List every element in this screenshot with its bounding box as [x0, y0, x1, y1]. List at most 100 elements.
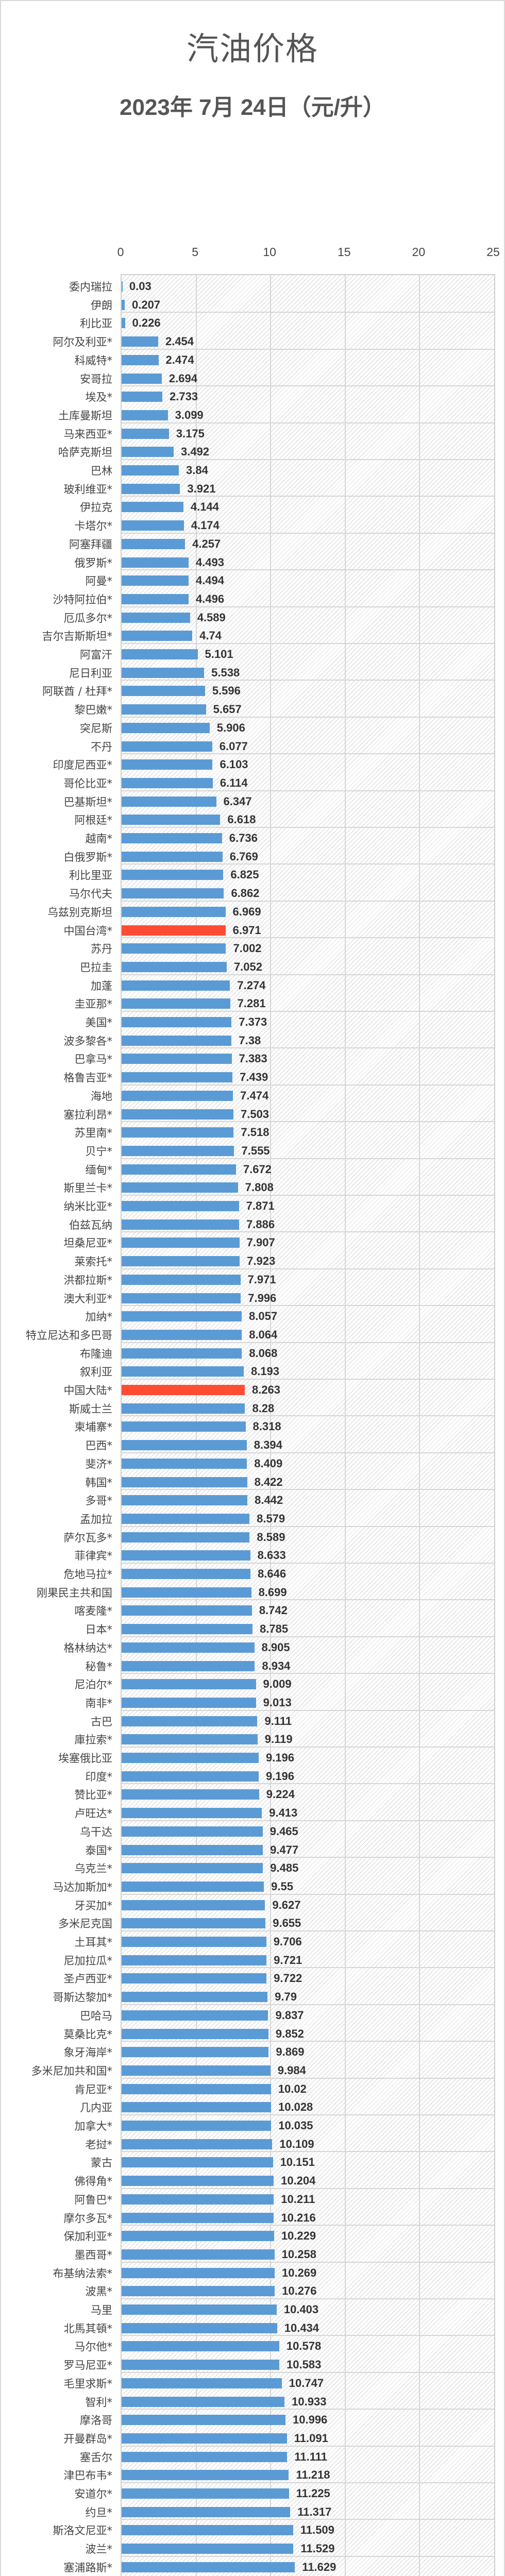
bar: [122, 1716, 258, 1726]
bar-value-label: 6.736: [229, 832, 258, 844]
gridline-horizontal: [122, 2151, 494, 2153]
category-label: 多米尼加共和国*: [31, 2064, 113, 2077]
bar-value-label: 9.477: [270, 1843, 299, 1856]
category-label: 纳米比亚*: [63, 1200, 113, 1213]
gridline-horizontal: [122, 1599, 494, 1601]
gridline-horizontal: [122, 422, 494, 423]
bar-value-label: 3.84: [186, 464, 208, 477]
bar: [122, 2194, 274, 2205]
bar-value-label: 9.009: [263, 1677, 292, 1691]
bar-value-label: 7.886: [246, 1217, 275, 1231]
bar: [122, 428, 169, 439]
bar: [122, 354, 159, 365]
category-label: 阿曼*: [85, 575, 113, 588]
bar-value-label: 6.969: [232, 905, 261, 918]
bar: [122, 2231, 274, 2242]
bar-value-label: 8.699: [258, 1585, 287, 1599]
bar-value-label: 11.529: [300, 2542, 335, 2555]
category-label: 格林纳达*: [63, 1641, 113, 1654]
bar-value-label: 3.492: [180, 445, 210, 459]
category-label: 埃及*: [85, 391, 113, 404]
bar-value-label: 7.672: [243, 1162, 272, 1176]
category-label: 尼加拉瓜*: [63, 1954, 113, 1967]
gridline-vertical: [270, 275, 272, 2576]
bar-value-label: 9.013: [263, 1696, 292, 1709]
bar-value-label: 9.627: [272, 1898, 301, 1911]
category-label: 南非*: [85, 1697, 113, 1709]
bar-value-label: 7.923: [247, 1255, 276, 1268]
bar-value-label: 3.099: [175, 408, 204, 421]
category-label: 喀麦隆*: [74, 1605, 113, 1618]
category-label: 巴基斯坦*: [63, 795, 113, 808]
bar-value-label: 2.454: [165, 335, 194, 348]
category-label: 巴林: [91, 465, 112, 477]
category-label: 日本*: [85, 1623, 113, 1636]
bar-value-label: 6.618: [227, 813, 256, 826]
category-label: 斯威士兰: [69, 1402, 112, 1415]
bar-value-label: 10.583: [287, 2358, 322, 2371]
category-label: 斯里兰卡*: [63, 1182, 113, 1195]
category-label: 韩国*: [85, 1476, 113, 1489]
bar-value-label: 4.144: [190, 500, 219, 514]
bar-highlighted: [122, 1385, 245, 1395]
bar-value-label: 5.906: [216, 721, 245, 734]
bar-value-label: 6.825: [230, 868, 259, 882]
category-label: 洪都拉斯*: [63, 1274, 113, 1286]
gridline-horizontal: [122, 1342, 494, 1343]
bar: [122, 1826, 263, 1837]
bar: [122, 1164, 236, 1175]
gridline-horizontal: [122, 2335, 494, 2336]
gridline-horizontal: [122, 716, 494, 718]
bar: [122, 1844, 263, 1855]
gridline-horizontal: [122, 1305, 494, 1307]
category-label: 委内瑞拉: [69, 281, 112, 293]
bar: [122, 575, 189, 586]
bar: [122, 1513, 250, 1524]
category-label: 多米尼克国: [58, 1918, 112, 1930]
bar: [122, 2010, 268, 2021]
category-label: 安哥拉: [80, 372, 112, 385]
bar-value-label: 4.496: [196, 592, 225, 605]
bar-value-label: 0.03: [129, 280, 152, 293]
gridline-horizontal: [122, 2004, 494, 2005]
category-label: 佛得角*: [74, 2175, 113, 2188]
bar-value-label: 2.474: [165, 353, 194, 366]
gridline-horizontal: [122, 680, 494, 681]
bar: [122, 815, 221, 825]
plot-area: 0.03 0.207 0.226 2.454 2.474 2.694 2.733 3.099 3…: [121, 274, 495, 2576]
gridline-horizontal: [122, 2409, 494, 2410]
bar: [122, 1201, 239, 1211]
bar-value-label: 10.028: [278, 2100, 313, 2114]
category-label: 波黑*: [85, 2285, 113, 2298]
bar: [122, 2451, 288, 2462]
bar: [122, 2378, 282, 2388]
category-label: 圣卢西亚*: [63, 1973, 113, 1986]
bar-value-label: 9.413: [269, 1806, 298, 1820]
bar: [122, 1090, 233, 1101]
bar: [122, 1697, 256, 1708]
category-label: 菲律宾*: [74, 1550, 113, 1563]
x-axis-ticks: 0 5 10 15 20 25: [1, 245, 504, 261]
bar-value-label: 5.538: [211, 666, 240, 679]
bar: [122, 299, 125, 310]
bar-value-label: 7.808: [245, 1181, 274, 1194]
bar-value-label: 8.28: [252, 1401, 275, 1415]
bar: [122, 1771, 259, 1782]
gridline-horizontal: [122, 1783, 494, 1785]
category-label: 哈萨克斯坦: [58, 446, 112, 459]
gridline-vertical: [419, 275, 420, 2576]
gridline-horizontal: [122, 643, 494, 644]
gridline-horizontal: [122, 1893, 494, 1895]
bar-value-label: 4.493: [195, 555, 224, 569]
category-label: 中国台湾*: [63, 924, 113, 937]
bar-value-label: 7.503: [240, 1107, 270, 1121]
category-label: 安道尔*: [74, 2488, 113, 2500]
category-label: 约旦*: [85, 2506, 113, 2519]
bar: [122, 1973, 267, 1984]
bar-value-label: 7.052: [233, 960, 262, 973]
category-label: 苏里南*: [74, 1127, 113, 1140]
category-label: 多哥*: [85, 1495, 113, 1507]
chart-title: 汽油价格: [186, 30, 318, 67]
bar-value-label: 6.769: [229, 850, 258, 863]
bar-value-label: 2.694: [169, 371, 197, 385]
